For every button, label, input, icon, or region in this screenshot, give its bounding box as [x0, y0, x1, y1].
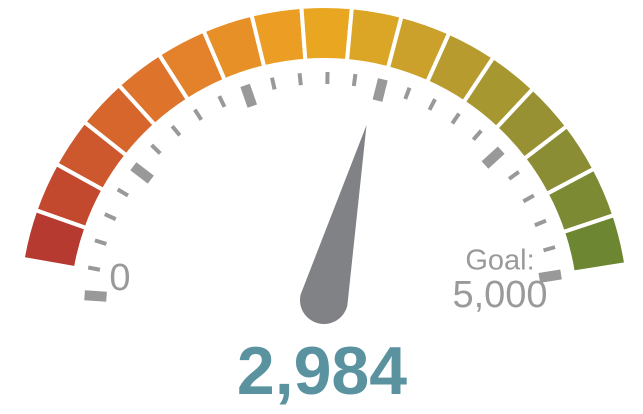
tick-mark	[507, 170, 521, 181]
tick-mark	[538, 269, 562, 283]
tick-mark	[94, 238, 107, 246]
tick-mark	[481, 146, 505, 169]
value-label: 2,984	[237, 333, 407, 409]
band-segment	[560, 212, 629, 275]
tick-group	[84, 71, 562, 302]
tick-mark	[240, 83, 258, 108]
tick-mark	[542, 245, 556, 253]
tick-mark	[450, 112, 461, 125]
tick-mark	[522, 193, 535, 204]
tick-mark	[297, 73, 303, 86]
tick-mark	[150, 143, 162, 155]
needle-group	[299, 125, 367, 325]
tick-mark	[193, 108, 203, 121]
goal-label: Goal:	[465, 245, 534, 277]
band-segment	[299, 4, 355, 64]
tick-mark	[217, 95, 227, 108]
tick-mark	[170, 124, 182, 137]
tick-mark	[130, 162, 154, 184]
tick-mark	[534, 218, 547, 228]
color-band	[20, 4, 629, 275]
max-label: 5,000	[452, 274, 547, 316]
tick-mark	[403, 87, 412, 100]
tick-mark	[84, 290, 107, 302]
tick-mark	[471, 129, 483, 142]
tick-mark	[427, 98, 437, 111]
tick-mark	[87, 265, 101, 272]
tick-mark	[116, 187, 130, 198]
needle	[299, 125, 367, 325]
tick-mark	[372, 78, 388, 102]
tick-mark	[351, 73, 358, 87]
tick-mark	[270, 77, 277, 90]
min-label: 0	[109, 257, 130, 299]
tick-mark	[104, 212, 117, 221]
